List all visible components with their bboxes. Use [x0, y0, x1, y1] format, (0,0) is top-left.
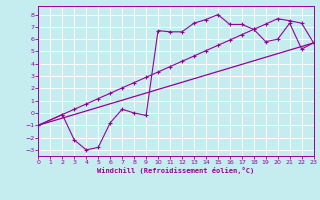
X-axis label: Windchill (Refroidissement éolien,°C): Windchill (Refroidissement éolien,°C) — [97, 167, 255, 174]
